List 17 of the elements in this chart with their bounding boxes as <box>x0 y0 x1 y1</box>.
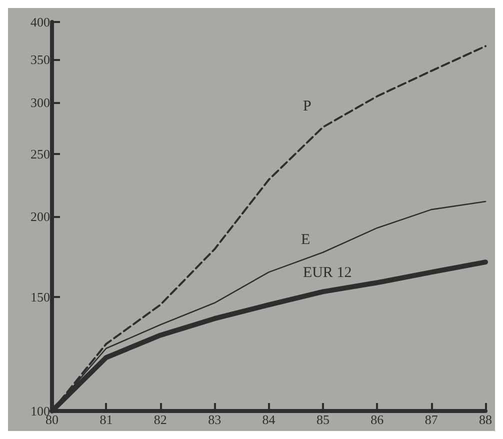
y-tick-label: 250 <box>30 146 50 162</box>
x-tick-label: 83 <box>208 412 222 427</box>
y-tick-label: 350 <box>30 52 50 67</box>
x-tick-label: 84 <box>262 412 276 427</box>
x-tick-label: 82 <box>154 412 167 427</box>
y-tick-label: 150 <box>30 290 50 305</box>
series-label: P <box>302 98 312 115</box>
y-tick-label: 300 <box>30 95 50 110</box>
x-tick-label: 86 <box>370 412 384 427</box>
y-tick-label: 200 <box>30 209 50 224</box>
series-label: E <box>300 232 310 248</box>
x-tick-label: 88 <box>479 412 492 427</box>
x-tick-label: 85 <box>316 412 330 427</box>
x-tick-label: 87 <box>424 412 438 427</box>
series-label: EUR 12 <box>302 265 352 282</box>
y-tick-label: 400 <box>30 14 50 30</box>
x-tick-label: 81 <box>100 412 113 427</box>
